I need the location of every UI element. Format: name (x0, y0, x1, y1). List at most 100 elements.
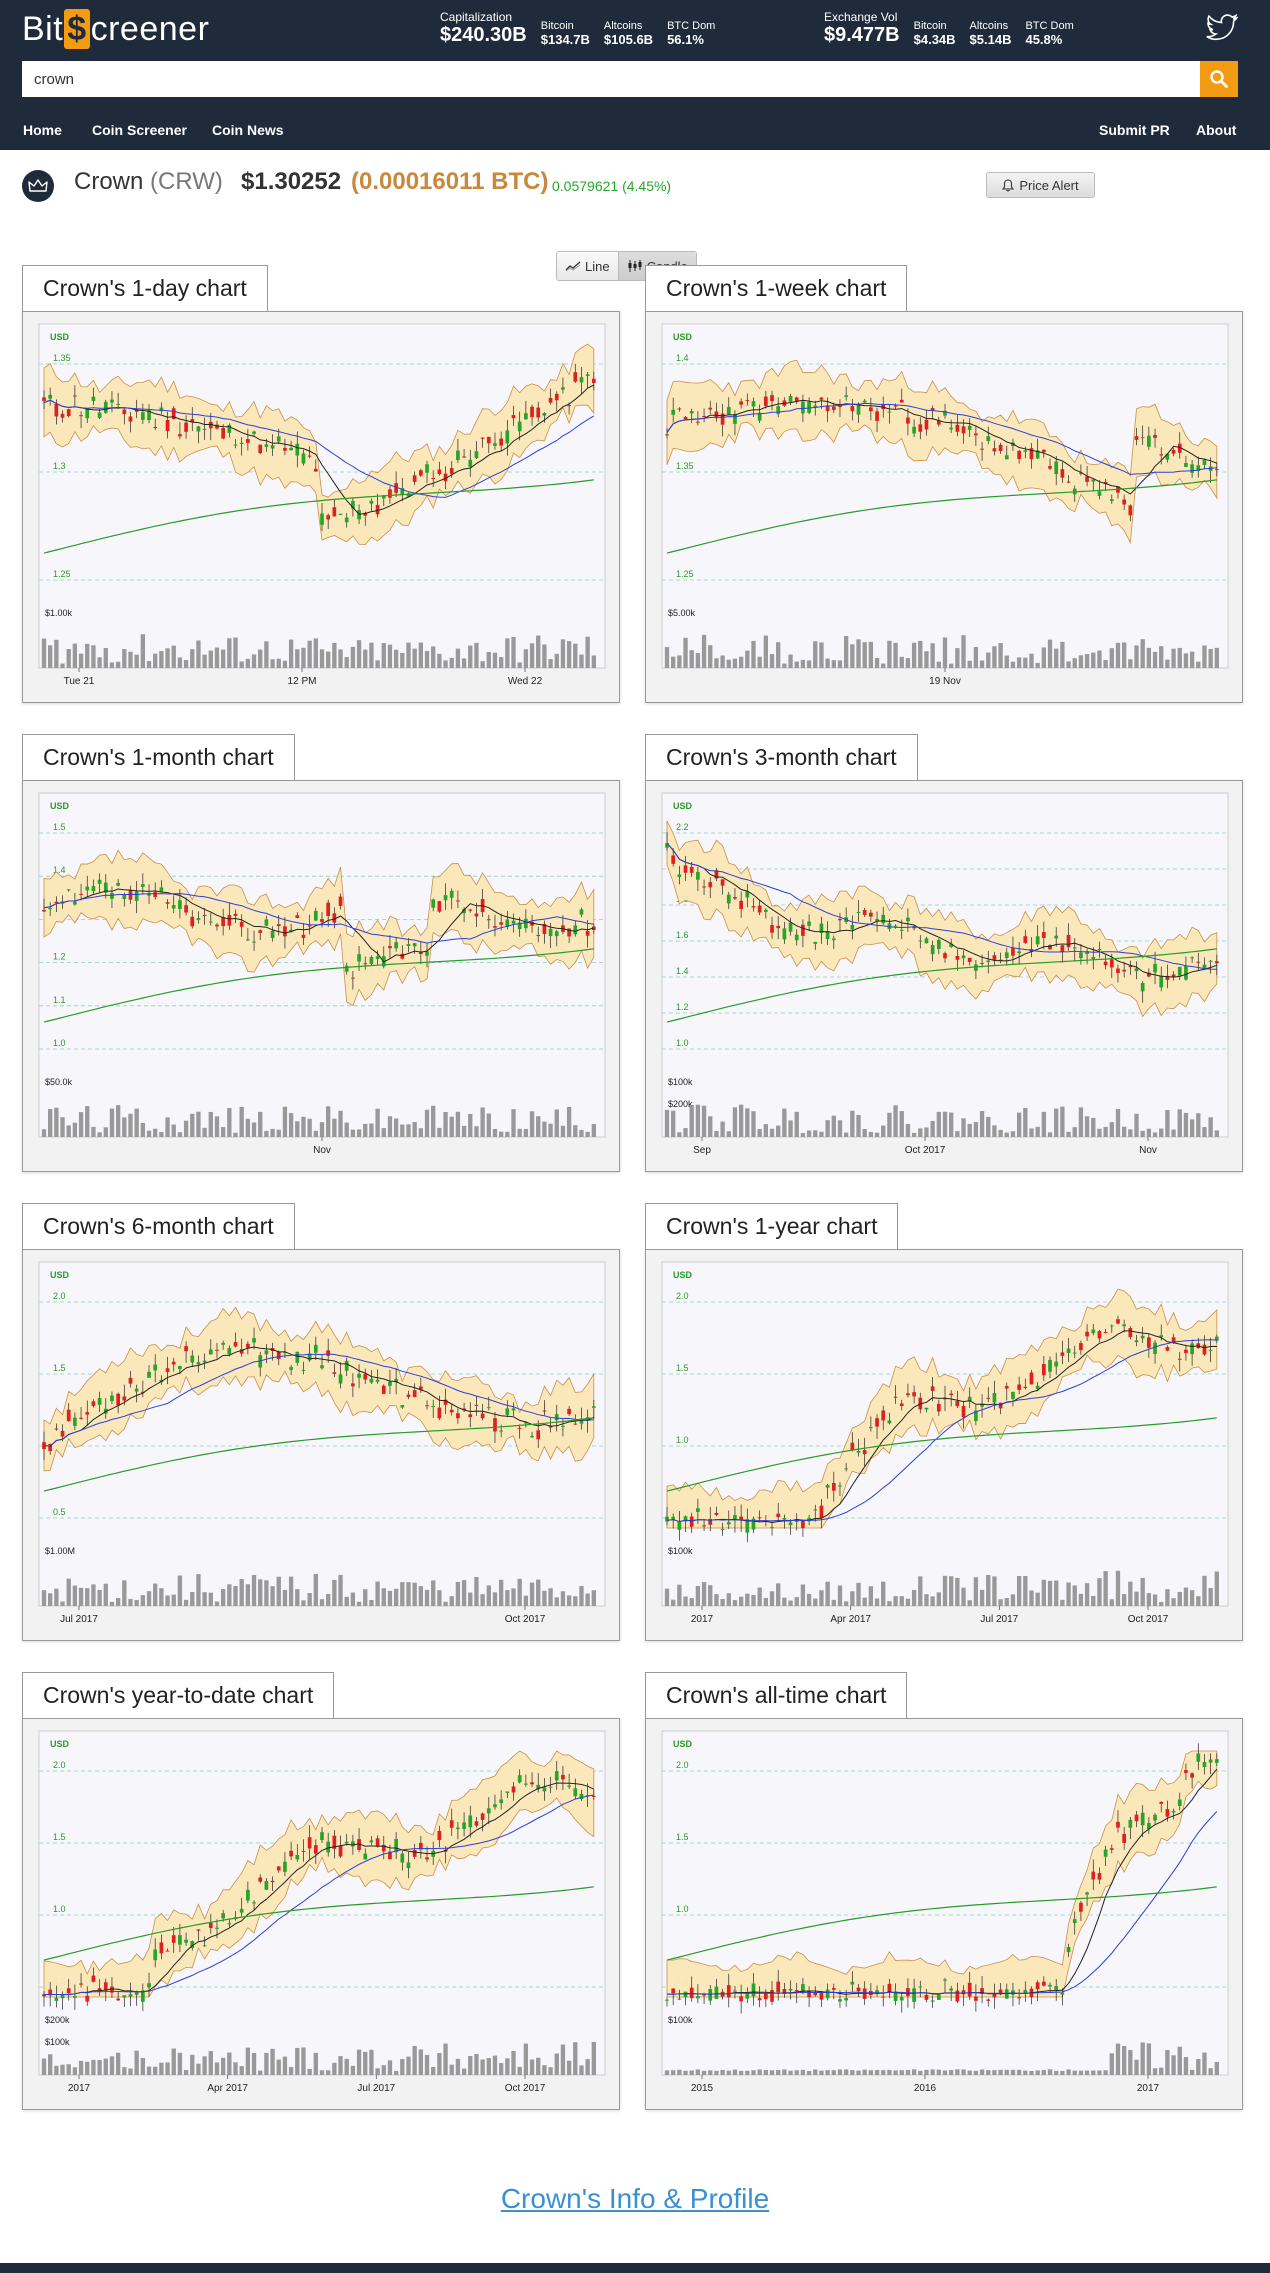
logo-left: Bit (22, 9, 64, 48)
stat-label: Bitcoin (540, 20, 574, 32)
x-axis-label: Nov (313, 1145, 331, 1156)
stat-btc-dominance: BTC Dom 56.1% (667, 20, 715, 47)
stat-value: $5.14B (969, 32, 1012, 47)
x-axis-label: Sep (693, 1145, 711, 1156)
y-axis-label: 1.0 (53, 1038, 66, 1048)
y-axis-label: 1.4 (676, 966, 689, 976)
search-button[interactable] (1200, 61, 1238, 97)
chart-tab-title: Crown's 1-month chart (22, 734, 295, 780)
stat-label: Altcoins (603, 20, 643, 32)
x-axis-label: 2017 (68, 2083, 91, 2094)
currency-label: USD (50, 1270, 70, 1280)
y-axis-label: 1.0 (53, 1904, 66, 1914)
stat-label: Capitalization (440, 10, 513, 24)
coin-name: Crown (74, 168, 144, 195)
y-axis-label: 1.4 (676, 353, 689, 363)
y-axis-label: 1.0 (676, 1038, 689, 1048)
x-axis-label: 2016 (914, 2083, 937, 2094)
x-axis-label: Oct 2017 (505, 2083, 546, 2094)
x-axis-label: Oct 2017 (1128, 1614, 1169, 1625)
info-profile-link[interactable]: Crown's Info & Profile (500, 2183, 770, 2214)
twitter-icon[interactable] (1206, 14, 1238, 42)
chart-tab-title: Crown's 1-week chart (645, 265, 908, 311)
currency-label: USD (50, 1739, 70, 1749)
nav-submit-pr[interactable]: Submit PR (1099, 122, 1170, 138)
stat-value: $4.34B (913, 32, 956, 47)
chart-panel[interactable]: USD 1.4 1.35 1.25 $5.00k 19 Nov (645, 311, 1243, 703)
x-axis-label: Apr 2017 (830, 1614, 871, 1625)
nav-about[interactable]: About (1196, 122, 1237, 138)
y-axis-label: 1.4 (53, 865, 66, 875)
stat-value: $134.7B (540, 32, 590, 47)
chart-tab-title: Crown's year-to-date chart (22, 1672, 335, 1718)
y-axis-label: 1.2 (676, 1002, 689, 1012)
coin-symbol: (CRW) (150, 168, 223, 195)
y-axis-label: 1.25 (676, 569, 694, 579)
stat-btc-dominance-vol: BTC Dom 45.8% (1025, 20, 1073, 47)
exchange-stats: Exchange Vol $9.477B Bitcoin $4.34B Altc… (824, 10, 1074, 47)
price-alert-label: Price Alert (1019, 177, 1079, 193)
stat-exchange-vol: Exchange Vol $9.477B (824, 10, 900, 47)
coin-price-usd: $1.30252 (241, 168, 342, 195)
y-axis-label: 1.35 (676, 461, 694, 471)
stat-value: $9.477B (824, 24, 900, 46)
y-axis-label: 2.2 (676, 822, 689, 832)
currency-label: USD (673, 1270, 693, 1280)
y-axis-label: 2.0 (53, 1291, 66, 1301)
top-bar: Bit $ creener Capitalization $240.30B Bitc… (0, 0, 1270, 150)
y-axis-label: 1.0 (676, 1435, 689, 1445)
price-chart[interactable]: USD 1.35 1.3 1.25 $1.00k Tue 21 12 PM Wed 22 (23, 312, 621, 704)
chart-panel[interactable]: USD 1.35 1.3 1.25 $1.00k Tue 21 12 PM Wed 22 (22, 311, 620, 703)
stat-value: $240.30B (440, 24, 527, 46)
crown-icon (28, 179, 48, 192)
main-nav: Home Coin Screener Coin News Submit PR A… (0, 113, 1270, 149)
chart-tab-title: Crown's 6-month chart (22, 1203, 295, 1249)
chart-tab-title: Crown's 1-year chart (645, 1203, 899, 1249)
y-axis-label: 2.0 (53, 1760, 66, 1770)
logo[interactable]: Bit $ creener (22, 8, 209, 50)
nav-coin-news[interactable]: Coin News (212, 122, 284, 138)
x-axis-label: Jul 2017 (980, 1614, 1018, 1625)
candlestick-icon (628, 260, 642, 272)
search-icon (1210, 70, 1228, 88)
bell-icon (1002, 178, 1015, 192)
y-axis-label: 1.1 (53, 995, 66, 1005)
coin-price-btc: (0.00016011 BTC) (351, 168, 549, 195)
stat-altcoins-vol: Altcoins $5.14B (970, 20, 1012, 47)
y-axis-label: 2.0 (676, 1291, 689, 1301)
nav-coin-screener[interactable]: Coin Screener (92, 122, 187, 138)
nav-home[interactable]: Home (23, 122, 62, 138)
x-axis-label: Apr 2017 (207, 2083, 248, 2094)
currency-label: USD (673, 332, 693, 342)
x-axis-label: Tue 21 (64, 676, 95, 687)
volume-scale-label: $50.0k (45, 1077, 73, 1087)
price-chart[interactable]: USD 1.4 1.35 1.25 $5.00k 19 Nov (646, 312, 1244, 704)
x-axis-label: 2017 (691, 1614, 714, 1625)
y-axis-label: 1.5 (53, 1832, 66, 1842)
x-axis-label: 2015 (691, 2083, 714, 2094)
price-alert-button[interactable]: Price Alert (986, 172, 1095, 198)
y-axis-label: 1.5 (53, 1363, 66, 1373)
price-chart[interactable]: USD2.22.01.81.61.41.21.0$100k$200kSepOct… (646, 781, 1244, 1173)
search-bar (22, 61, 1238, 97)
x-axis-label: Oct 2017 (905, 1145, 946, 1156)
y-axis-label: 1.35 (53, 353, 71, 363)
y-axis-label: 2.0 (676, 1760, 689, 1770)
x-axis-label: 12 PM (288, 676, 317, 687)
search-input[interactable] (22, 61, 1200, 97)
y-axis-label: 1.5 (676, 1363, 689, 1373)
crown-coin-icon (22, 170, 54, 202)
y-axis-label: 1.6 (676, 930, 689, 940)
chart-panel[interactable]: USD2.22.01.81.61.41.21.0$100k$200kSepOct… (645, 780, 1243, 1172)
line-chart-button[interactable]: Line (557, 252, 618, 280)
